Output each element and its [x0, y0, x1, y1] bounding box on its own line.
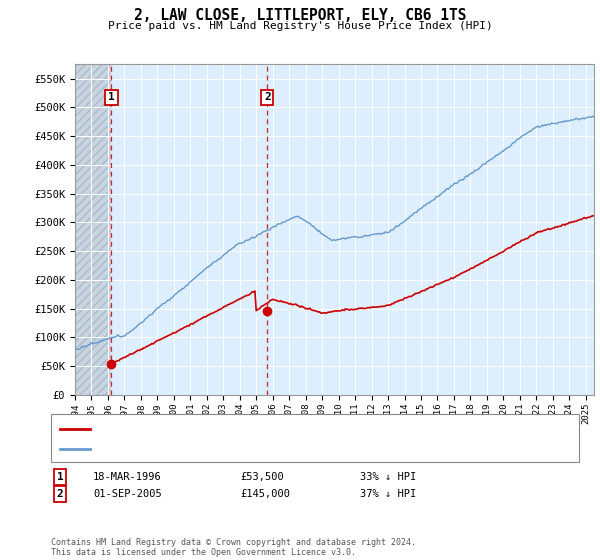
- Bar: [112, 64, 267, 395]
- Text: HPI: Average price, detached house, East Cambridgeshire: HPI: Average price, detached house, East…: [96, 444, 419, 454]
- Text: 33% ↓ HPI: 33% ↓ HPI: [360, 472, 416, 482]
- Text: 2: 2: [56, 489, 64, 499]
- Text: 2, LAW CLOSE, LITTLEPORT, ELY, CB6 1TS (detached house): 2, LAW CLOSE, LITTLEPORT, ELY, CB6 1TS (…: [96, 424, 419, 433]
- Text: 1: 1: [56, 472, 64, 482]
- Text: 2, LAW CLOSE, LITTLEPORT, ELY, CB6 1TS: 2, LAW CLOSE, LITTLEPORT, ELY, CB6 1TS: [134, 8, 466, 24]
- Text: 18-MAR-1996: 18-MAR-1996: [93, 472, 162, 482]
- Text: 37% ↓ HPI: 37% ↓ HPI: [360, 489, 416, 499]
- Text: 01-SEP-2005: 01-SEP-2005: [93, 489, 162, 499]
- Text: Contains HM Land Registry data © Crown copyright and database right 2024.
This d: Contains HM Land Registry data © Crown c…: [51, 538, 416, 557]
- Text: £53,500: £53,500: [240, 472, 284, 482]
- Text: Price paid vs. HM Land Registry's House Price Index (HPI): Price paid vs. HM Land Registry's House …: [107, 21, 493, 31]
- Text: £145,000: £145,000: [240, 489, 290, 499]
- Text: 2: 2: [264, 92, 271, 102]
- Bar: [75, 64, 112, 395]
- Text: 1: 1: [108, 92, 115, 102]
